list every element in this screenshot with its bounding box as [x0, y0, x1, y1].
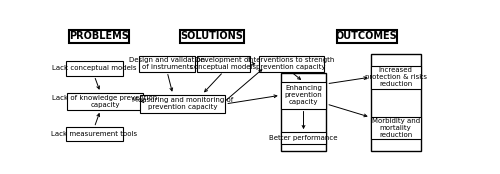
Text: PROBLEMS: PROBLEMS	[70, 31, 129, 41]
FancyBboxPatch shape	[280, 132, 326, 144]
FancyBboxPatch shape	[336, 30, 396, 43]
Text: Lack of knowledge prevention
capacity: Lack of knowledge prevention capacity	[52, 95, 158, 108]
Text: Morbidity and
mortality
reduction: Morbidity and mortality reduction	[372, 118, 420, 138]
FancyBboxPatch shape	[280, 73, 326, 151]
Text: Interventions to strength
prevention capacity: Interventions to strength prevention cap…	[248, 57, 335, 70]
Text: OUTCOMES: OUTCOMES	[336, 31, 398, 41]
FancyBboxPatch shape	[180, 30, 244, 43]
FancyBboxPatch shape	[140, 94, 226, 113]
FancyBboxPatch shape	[370, 54, 421, 151]
FancyBboxPatch shape	[66, 61, 123, 76]
Text: Better performance: Better performance	[270, 135, 338, 141]
FancyBboxPatch shape	[139, 56, 195, 72]
Text: Measuring and monitoring of
prevention capacity: Measuring and monitoring of prevention c…	[132, 97, 233, 110]
Text: Enhancing
prevention
capacity: Enhancing prevention capacity	[284, 85, 323, 105]
Text: Design and validation
of instruments: Design and validation of instruments	[129, 57, 205, 70]
FancyBboxPatch shape	[66, 127, 123, 141]
Text: Increased
protection & risks
reduction: Increased protection & risks reduction	[365, 67, 427, 87]
FancyBboxPatch shape	[196, 56, 250, 72]
FancyBboxPatch shape	[280, 82, 326, 109]
Text: Lack measurement tools: Lack measurement tools	[51, 131, 138, 137]
FancyBboxPatch shape	[70, 30, 130, 43]
Text: Development of
conceptual models: Development of conceptual models	[190, 57, 256, 70]
FancyBboxPatch shape	[67, 93, 144, 110]
Text: Lack conceptual models: Lack conceptual models	[52, 65, 136, 72]
FancyBboxPatch shape	[370, 66, 421, 89]
FancyBboxPatch shape	[258, 56, 324, 72]
FancyBboxPatch shape	[370, 117, 421, 139]
Text: SOLUTIONS: SOLUTIONS	[180, 31, 243, 41]
